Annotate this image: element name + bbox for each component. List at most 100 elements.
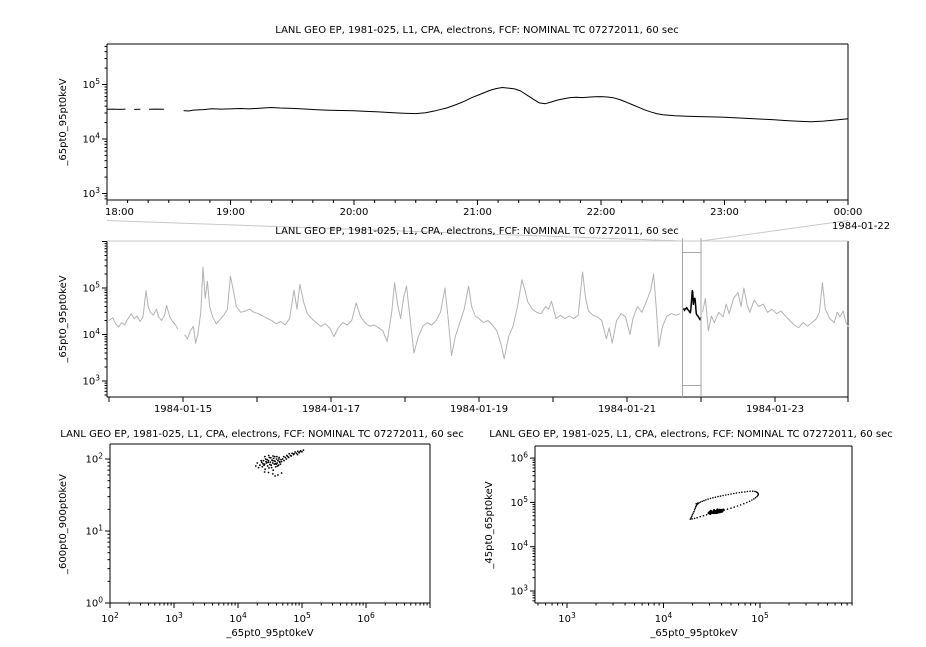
log-tick-label: 103	[82, 186, 100, 200]
plot1-x-axis[interactable]: 18:00 19:00 20:00 21:00 22:00 23:00 00:00	[105, 200, 862, 218]
scatter-dot	[257, 466, 260, 469]
scatter-dot	[722, 494, 724, 497]
plot1-area[interactable]	[107, 44, 848, 200]
plot2-y-axis[interactable]: 103 104 105	[82, 241, 107, 396]
scatter-dot	[287, 456, 290, 459]
date-tick-label: 1984-01-17	[302, 404, 360, 415]
scatter-dot	[738, 491, 741, 494]
scatter-dot	[268, 456, 271, 459]
scatter-dot	[702, 514, 705, 517]
time-tick-label: 18:00	[105, 207, 134, 218]
plot1-y-axis-label: _65pt0_95pt0keV	[58, 78, 69, 166]
scatter-dot	[714, 510, 717, 513]
scatter-dot	[267, 461, 269, 464]
plot-hotspots	[107, 44, 852, 603]
scatter-dot	[751, 499, 753, 501]
plot2-y-axis-label: _65pt0_95pt0keV	[58, 275, 69, 363]
plot3-x-axis[interactable]: 102 103 104 105 106	[101, 603, 431, 625]
scatter-dot	[264, 468, 266, 471]
scatter-dot	[730, 493, 732, 495]
scatter-dot	[262, 459, 265, 462]
time-tick-label: 00:00	[834, 207, 863, 218]
scatter-dot	[695, 503, 697, 505]
time-tick-label: 20:00	[340, 207, 369, 218]
scatter-dot	[269, 463, 271, 466]
log-tick-label: 106	[510, 451, 528, 465]
plot4-y-axis[interactable]: 103 104 105 106	[510, 451, 535, 602]
date-tick-label: 1984-01-23	[746, 404, 804, 415]
scatter-dot	[693, 510, 695, 513]
scatter-dot	[275, 458, 278, 460]
scatter-dot	[754, 496, 757, 499]
log-tick-label: 106	[357, 611, 375, 625]
log-tick-label: 105	[82, 281, 100, 295]
scatter-dot	[707, 511, 710, 515]
scatter-dot	[273, 460, 275, 462]
plot2-title: LANL GEO EP, 1981-025, L1, CPA, electron…	[275, 226, 678, 237]
context-selection-box[interactable]	[682, 238, 702, 397]
scatter-dot	[754, 490, 756, 493]
plot3-x-axis-label: _65pt0_95pt0keV	[225, 628, 313, 639]
scatter-dot	[262, 462, 264, 465]
axes-layer[interactable]: 18:00 19:00 20:00 21:00 22:00 23:00 00:0010310…	[82, 43, 862, 625]
plot4-x-axis[interactable]: 103 104 105	[537, 603, 853, 625]
scatter-dot	[263, 471, 266, 473]
scatter-dot	[296, 453, 299, 456]
log-tick-label: 105	[510, 495, 528, 509]
scatter-dot	[709, 509, 712, 513]
scatter-dot	[296, 450, 299, 453]
log-tick-label: 102	[101, 611, 119, 625]
scatter-dot	[693, 509, 696, 511]
scatter-dot	[753, 498, 755, 500]
data-line	[106, 87, 849, 123]
scatter-dot	[276, 455, 278, 458]
scatter-dot	[743, 502, 745, 505]
log-tick-label: 104	[510, 539, 528, 553]
scatter-dot	[274, 475, 276, 477]
scatter-dot	[692, 512, 694, 514]
scatter-dot	[272, 455, 274, 457]
scatter-dot	[284, 456, 287, 459]
scatter-dot	[278, 456, 281, 459]
scatter-dot	[254, 465, 257, 467]
scatter-dot	[272, 469, 275, 472]
plot3-y-axis[interactable]: 100 101 102	[85, 452, 110, 610]
scatter-dot	[302, 449, 305, 451]
scatter-dot	[691, 514, 694, 516]
scatter-dot	[714, 496, 717, 499]
scatter-dot	[263, 464, 265, 467]
log-tick-label: 100	[85, 596, 103, 610]
scatter-dot	[285, 458, 288, 460]
scatter-dot	[746, 501, 748, 504]
scatter-dot	[696, 516, 698, 519]
scatter-dot	[291, 452, 293, 455]
plot2-x-axis[interactable]: 1984-01-15 1984-01-17 1984-01-19 1984-01-21…	[108, 397, 849, 415]
plot3-area[interactable]	[110, 444, 430, 603]
scatter-dot	[280, 472, 283, 474]
scatter-dot	[267, 459, 270, 462]
scatter-dot	[751, 490, 754, 493]
plot2-area[interactable]	[107, 241, 848, 397]
scatter-dot	[744, 491, 746, 493]
scatter-dot	[690, 517, 692, 519]
scatter-dot	[280, 460, 283, 463]
plot1-y-axis[interactable]: 103 104 105	[82, 45, 107, 200]
scatter-dot	[710, 511, 713, 515]
log-tick-label: 105	[751, 611, 769, 625]
time-tick-label: 19:00	[216, 207, 245, 218]
log-tick-label: 103	[82, 374, 100, 388]
scatter-dot	[735, 492, 738, 494]
scatter-dot	[267, 471, 270, 474]
plot4-area[interactable]	[535, 446, 852, 603]
scatter-dot	[722, 508, 725, 511]
scatter-dot	[290, 455, 293, 457]
scatter-dot	[283, 459, 285, 462]
plot4-scatter-points	[689, 490, 760, 520]
scatter-dot	[271, 459, 274, 462]
scatter-dot	[271, 462, 274, 464]
scatter-dot	[746, 490, 749, 493]
scatter-dot	[726, 508, 729, 510]
scatter-dot	[725, 494, 727, 496]
scatter-dot	[699, 515, 701, 518]
